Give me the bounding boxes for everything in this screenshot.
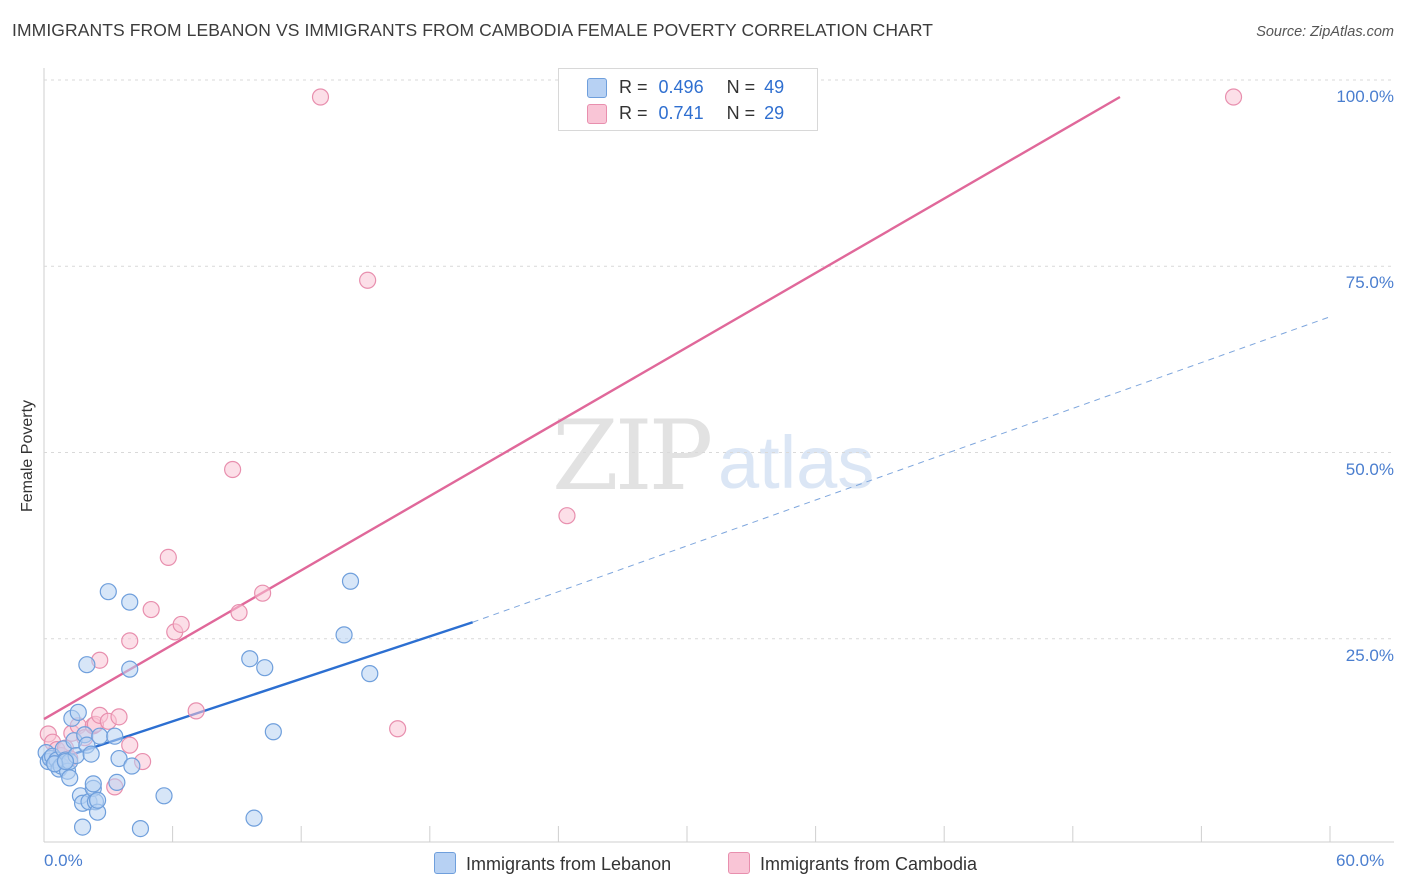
lebanon-point	[245, 809, 263, 827]
cambodia-trend-line	[43, 95, 1121, 721]
cambodia-point	[311, 88, 330, 106]
lebanon-point	[99, 583, 117, 601]
lebanon-legend-swatch-icon	[434, 852, 456, 874]
cambodia-legend-swatch-icon	[728, 852, 750, 874]
lebanon-swatch-icon	[587, 78, 607, 98]
lebanon-point	[69, 703, 87, 721]
lebanon-point	[73, 818, 92, 836]
lebanon-point	[106, 727, 124, 745]
cambodia-point	[172, 615, 190, 634]
lebanon-point	[61, 769, 79, 787]
watermark-atlas: atlas	[718, 421, 875, 504]
cambodia-point	[110, 708, 128, 726]
y-axis-label: Female Poverty	[19, 399, 36, 513]
source-label[interactable]: Source: ZipAtlas.com	[1256, 24, 1394, 40]
lebanon-point	[155, 787, 173, 805]
lebanon-point	[123, 757, 141, 775]
y-tick-label: 100.0%	[1336, 87, 1394, 106]
y-tick-label: 50.0%	[1345, 459, 1394, 479]
cambodia-n-value: 29	[764, 103, 785, 123]
cambodia-point	[159, 548, 177, 567]
x-tick-marks	[43, 826, 1331, 842]
lebanon-r-value: 0.496	[658, 77, 704, 97]
watermark-zip: ZIP	[552, 400, 713, 512]
cambodia-point	[1224, 88, 1243, 106]
lebanon-n-value: 49	[764, 77, 785, 97]
cambodia-r-value: 0.741	[658, 103, 704, 123]
lebanon-trend-line	[43, 621, 474, 765]
cambodia-point	[254, 584, 272, 602]
lebanon-point	[341, 572, 360, 590]
lebanon-r-label: R =	[619, 77, 648, 97]
lebanon-point	[91, 727, 109, 745]
y-tick-label: 75.0%	[1345, 273, 1394, 293]
lebanon-point	[82, 745, 100, 763]
lebanon-point	[56, 752, 75, 771]
cambodia-point	[121, 632, 139, 650]
x-tick-label-max: 60.0%	[1336, 851, 1385, 870]
lebanon-point	[335, 626, 353, 644]
cambodia-r-label: R =	[619, 103, 648, 123]
chart-title: IMMIGRANTS FROM LEBANON VS IMMIGRANTS FR…	[12, 20, 934, 40]
cambodia-point	[224, 460, 242, 479]
y-tick-label: 25.0%	[1345, 645, 1394, 665]
lebanon-point	[84, 775, 102, 793]
cambodia-n-label: N =	[726, 103, 756, 123]
lebanon-point	[361, 665, 379, 683]
lebanon-point	[110, 749, 128, 768]
cambodia-point	[187, 702, 205, 720]
cambodia-legend-label: Immigrants from Cambodia	[760, 854, 978, 874]
bottom-legend-cambodia[interactable]: Immigrants from Cambodia	[728, 852, 977, 875]
data-points	[37, 88, 1243, 838]
grid-lines	[43, 68, 1394, 843]
cambodia-point	[121, 736, 139, 754]
lebanon-point	[88, 791, 107, 809]
cambodia-swatch-icon	[587, 104, 607, 124]
lebanon-n-label: N =	[726, 77, 756, 97]
lebanon-trend-extension	[472, 316, 1331, 623]
cambodia-point	[558, 507, 576, 525]
lebanon-point	[121, 593, 139, 611]
bottom-legend-lebanon[interactable]: Immigrants from Lebanon	[434, 852, 671, 875]
cambodia-point	[359, 271, 377, 289]
lebanon-point	[241, 650, 259, 668]
lebanon-point	[121, 660, 139, 678]
cambodia-point	[142, 600, 160, 619]
cambodia-point	[389, 720, 407, 738]
lebanon-point	[264, 723, 282, 741]
x-tick-label-min: 0.0%	[44, 851, 83, 870]
trend-lines	[43, 95, 1331, 765]
lebanon-point	[108, 773, 126, 792]
lebanon-point	[131, 819, 150, 838]
lebanon-point	[256, 659, 274, 677]
lebanon-point	[78, 656, 96, 674]
lebanon-legend-label: Immigrants from Lebanon	[466, 854, 672, 874]
correlation-legend: R = 0.496 N = 49 R = 0.741 N = 29	[558, 68, 818, 131]
cambodia-point	[230, 603, 248, 622]
